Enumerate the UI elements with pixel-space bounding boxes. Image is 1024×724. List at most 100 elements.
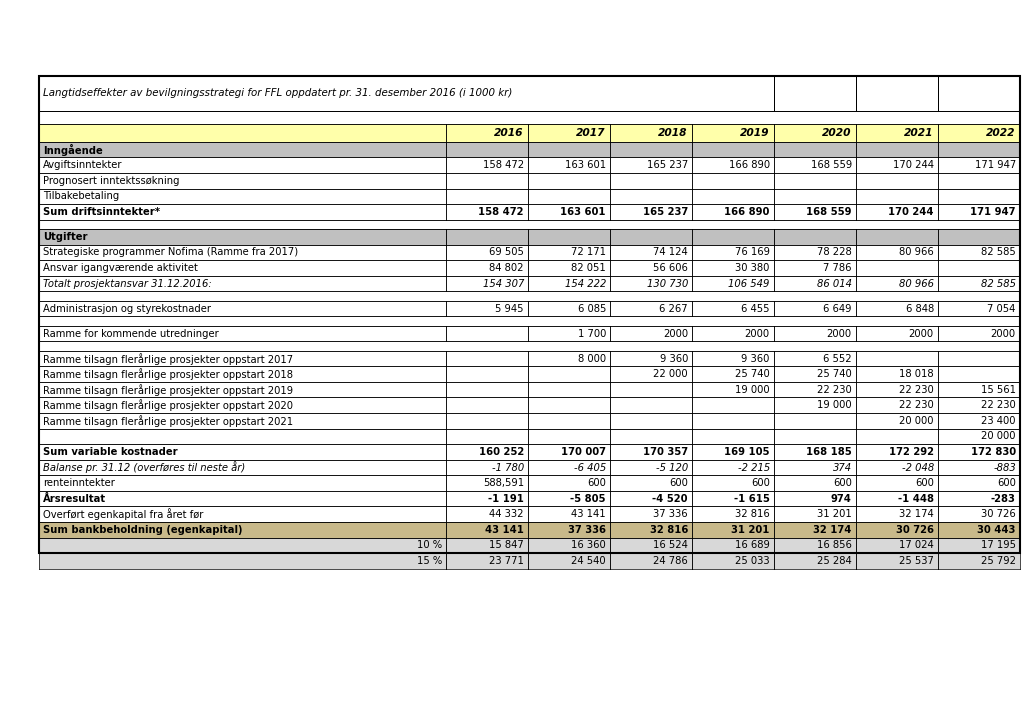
Bar bbox=[938, 326, 1020, 341]
Text: 19 000: 19 000 bbox=[817, 400, 852, 411]
Text: 165 237: 165 237 bbox=[646, 160, 688, 170]
Text: 2018: 2018 bbox=[658, 128, 688, 138]
Bar bbox=[692, 300, 774, 316]
Text: 72 171: 72 171 bbox=[571, 248, 606, 258]
Bar bbox=[446, 204, 528, 219]
Text: 7 786: 7 786 bbox=[823, 263, 852, 273]
Text: 43 141: 43 141 bbox=[571, 509, 606, 519]
Bar bbox=[938, 397, 1020, 413]
Bar bbox=[692, 413, 774, 429]
Text: 8 000: 8 000 bbox=[578, 353, 606, 363]
Text: 2000: 2000 bbox=[744, 329, 770, 339]
Text: Sum bankbeholdning (egenkapital): Sum bankbeholdning (egenkapital) bbox=[43, 525, 243, 535]
Text: 37 336: 37 336 bbox=[568, 525, 606, 535]
Text: 24 540: 24 540 bbox=[571, 556, 606, 566]
Bar bbox=[446, 475, 528, 491]
Text: 9 360: 9 360 bbox=[659, 353, 688, 363]
Text: 2017: 2017 bbox=[577, 128, 606, 138]
Text: 154 222: 154 222 bbox=[564, 279, 606, 289]
Bar bbox=[938, 506, 1020, 522]
Text: Overført egenkapital fra året før: Overført egenkapital fra året før bbox=[43, 508, 204, 520]
Text: 16 360: 16 360 bbox=[571, 540, 606, 550]
Bar bbox=[528, 204, 610, 219]
Bar bbox=[39, 204, 446, 219]
Bar bbox=[692, 506, 774, 522]
Text: 6 848: 6 848 bbox=[905, 303, 934, 313]
Bar bbox=[938, 429, 1020, 444]
Bar bbox=[528, 245, 610, 260]
Bar bbox=[692, 397, 774, 413]
Bar bbox=[610, 245, 692, 260]
Text: 2000: 2000 bbox=[826, 329, 852, 339]
Bar bbox=[528, 188, 610, 204]
Text: Inngående: Inngående bbox=[43, 143, 102, 156]
Text: 84 802: 84 802 bbox=[489, 263, 524, 273]
Text: 9 360: 9 360 bbox=[741, 353, 770, 363]
Bar bbox=[39, 444, 446, 460]
Bar bbox=[446, 300, 528, 316]
Text: 106 549: 106 549 bbox=[728, 279, 770, 289]
Bar bbox=[39, 460, 446, 475]
Text: 6 552: 6 552 bbox=[823, 353, 852, 363]
Bar bbox=[446, 229, 528, 245]
Bar bbox=[528, 142, 610, 158]
Bar bbox=[938, 76, 1020, 111]
Bar bbox=[528, 173, 610, 188]
Bar bbox=[938, 173, 1020, 188]
Bar bbox=[692, 124, 774, 142]
Bar bbox=[692, 460, 774, 475]
Bar bbox=[39, 506, 446, 522]
Bar bbox=[856, 326, 938, 341]
Bar bbox=[39, 316, 1020, 326]
Bar bbox=[856, 142, 938, 158]
Bar bbox=[938, 229, 1020, 245]
Bar bbox=[446, 142, 528, 158]
Text: 22 230: 22 230 bbox=[981, 400, 1016, 411]
Text: Avgiftsinntekter: Avgiftsinntekter bbox=[43, 160, 123, 170]
Bar bbox=[938, 460, 1020, 475]
Bar bbox=[610, 142, 692, 158]
Bar bbox=[39, 300, 446, 316]
Bar bbox=[446, 260, 528, 276]
Text: Prognosert inntektssøkning: Prognosert inntektssøkning bbox=[43, 176, 179, 186]
Bar bbox=[610, 204, 692, 219]
Text: 25 740: 25 740 bbox=[735, 369, 770, 379]
Bar bbox=[39, 245, 446, 260]
Bar bbox=[938, 350, 1020, 366]
Bar bbox=[528, 537, 610, 553]
Text: 172 292: 172 292 bbox=[889, 447, 934, 457]
Bar bbox=[610, 326, 692, 341]
Bar bbox=[938, 300, 1020, 316]
Bar bbox=[528, 444, 610, 460]
Bar bbox=[856, 491, 938, 506]
Bar bbox=[610, 475, 692, 491]
Text: 154 307: 154 307 bbox=[482, 279, 524, 289]
Bar bbox=[39, 173, 446, 188]
Text: Totalt prosjektansvar 31.12.2016:: Totalt prosjektansvar 31.12.2016: bbox=[43, 279, 212, 289]
Text: 22 230: 22 230 bbox=[899, 384, 934, 395]
Bar bbox=[856, 350, 938, 366]
Bar bbox=[938, 276, 1020, 291]
Text: -4 520: -4 520 bbox=[652, 494, 688, 504]
Text: 82 585: 82 585 bbox=[981, 279, 1016, 289]
Bar bbox=[856, 444, 938, 460]
Bar bbox=[938, 491, 1020, 506]
Bar bbox=[39, 475, 446, 491]
Text: -2 048: -2 048 bbox=[901, 463, 934, 473]
Bar bbox=[528, 276, 610, 291]
Text: Tilbakebetaling: Tilbakebetaling bbox=[43, 191, 119, 201]
Text: 169 105: 169 105 bbox=[724, 447, 770, 457]
Bar bbox=[528, 506, 610, 522]
Bar bbox=[446, 188, 528, 204]
Text: 172 830: 172 830 bbox=[971, 447, 1016, 457]
Bar bbox=[774, 229, 856, 245]
Bar bbox=[692, 382, 774, 397]
Text: renteinntekter: renteinntekter bbox=[43, 478, 115, 488]
Bar bbox=[774, 76, 856, 111]
Bar bbox=[856, 553, 938, 568]
Bar bbox=[39, 229, 446, 245]
Text: 30 726: 30 726 bbox=[896, 525, 934, 535]
Text: 17 024: 17 024 bbox=[899, 540, 934, 550]
Bar bbox=[938, 522, 1020, 537]
Bar bbox=[856, 506, 938, 522]
